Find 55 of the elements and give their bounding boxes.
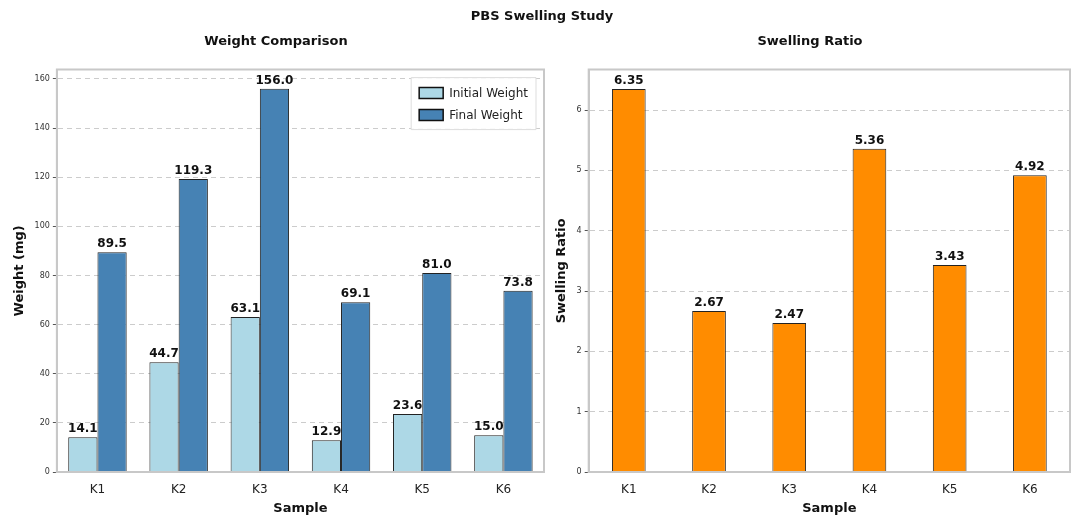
- legend-label: Final Weight: [449, 107, 523, 122]
- y-tick-label: 1: [576, 406, 582, 416]
- chart-title: Swelling Ratio: [757, 33, 863, 49]
- x-tick-label: K3: [781, 482, 797, 497]
- y-tick-label: 0: [576, 467, 582, 477]
- y-tick-label: 3: [576, 286, 582, 296]
- y-tick-label: 2: [576, 346, 582, 356]
- data-label: 89.5: [97, 236, 127, 251]
- data-label: 63.1: [230, 301, 261, 316]
- chart-title: Weight Comparison: [204, 33, 348, 49]
- x-tick-label: K5: [414, 482, 430, 497]
- x-axis-title: Sample: [802, 499, 857, 515]
- y-tick-label: 80: [39, 270, 50, 280]
- data-label: 2.67: [694, 295, 724, 310]
- data-label: 44.7: [149, 346, 179, 361]
- data-label: 3.43: [934, 249, 965, 264]
- x-tick-label: K2: [701, 482, 717, 497]
- x-tick-label: K4: [333, 482, 349, 497]
- x-tick-label: K3: [252, 482, 268, 497]
- data-label: 23.6: [392, 398, 423, 413]
- x-tick-label: K6: [495, 482, 512, 497]
- x-tick-label: K1: [89, 482, 106, 497]
- data-label: 15.0: [473, 419, 504, 434]
- y-tick-label: 100: [34, 221, 50, 231]
- data-label: 14.1: [68, 421, 98, 436]
- y-axis-title: Swelling Ratio: [553, 218, 569, 324]
- y-tick-label: 120: [34, 172, 50, 182]
- data-label: 12.9: [311, 424, 342, 439]
- x-axis-title: Sample: [273, 499, 328, 515]
- x-tick-label: K4: [861, 482, 878, 497]
- data-label: 73.8: [503, 274, 533, 289]
- y-tick-label: 20: [39, 417, 50, 427]
- data-label: 6.35: [613, 73, 644, 88]
- y-axis-title: Weight (mg): [11, 225, 27, 317]
- y-tick-label: 40: [39, 368, 50, 378]
- x-tick-label: K5: [941, 482, 958, 497]
- y-tick-label: 0: [44, 467, 50, 477]
- data-label: 5.36: [854, 132, 885, 147]
- y-tick-label: 160: [34, 74, 50, 84]
- x-tick-label: K2: [170, 482, 187, 497]
- data-label: 4.92: [1015, 159, 1045, 174]
- data-label: 2.47: [774, 307, 805, 322]
- data-label: 69.1: [340, 286, 371, 301]
- text: PBS Swelling Study: [469, 8, 615, 25]
- x-tick-label: K1: [621, 482, 637, 497]
- data-label: 81.0: [422, 257, 452, 272]
- data-label: 156.0: [255, 72, 294, 87]
- y-tick-label: 4: [576, 225, 582, 235]
- x-tick-label: K6: [1022, 482, 1038, 497]
- y-tick-label: 5: [576, 165, 582, 175]
- y-tick-label: 6: [576, 105, 582, 115]
- data-label: 119.3: [174, 163, 213, 178]
- y-tick-label: 140: [34, 123, 50, 133]
- y-tick-label: 60: [39, 319, 50, 329]
- legend-label: Initial Weight: [449, 85, 529, 100]
